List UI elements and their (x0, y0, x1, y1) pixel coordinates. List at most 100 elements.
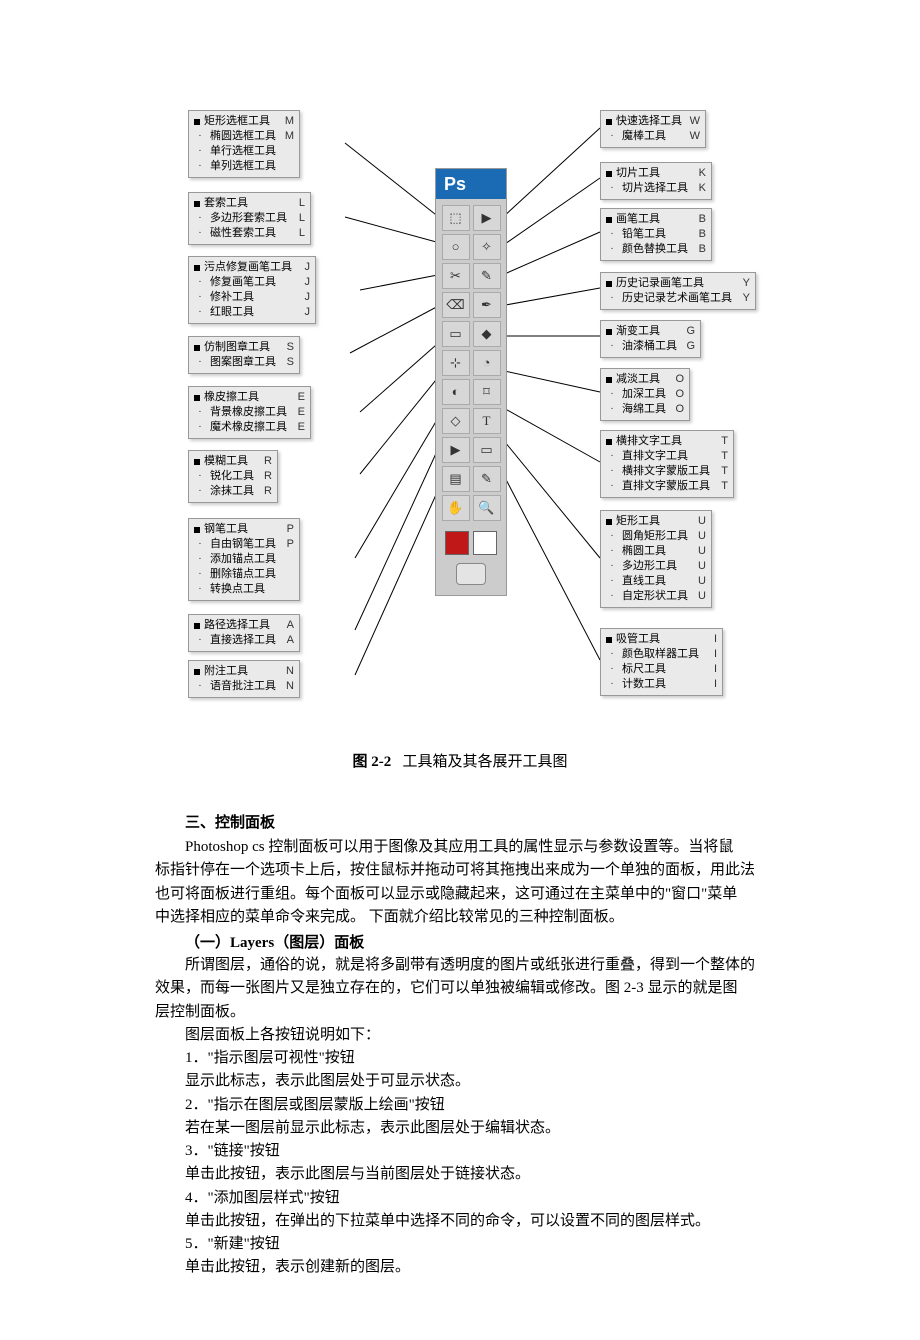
tool-shortcut: T (714, 464, 728, 479)
tool-flyout-item: 快速选择工具W (606, 114, 700, 129)
tool-flyout-item: 附注工具N (194, 664, 294, 679)
tool-icon: · (606, 402, 618, 417)
tool-flyout-item: ·单列选框工具 (194, 159, 294, 174)
tool-label: 铅笔工具 (622, 227, 688, 242)
tool-label: 直排文字蒙版工具 (622, 479, 710, 494)
tool-flyout-item: 橡皮擦工具E (194, 390, 305, 405)
tool-flyout-item: ·颜色取样器工具I (606, 647, 717, 662)
tool-shortcut: J (296, 275, 310, 290)
tool-shortcut: L (291, 196, 305, 211)
ps-tool-grid: ⬚▶○✧✂✎⌫✒▭◆⊹◔◐⌑◇T▶▭▤✎✋🔍 (436, 199, 506, 527)
tool-shortcut: U (692, 514, 706, 529)
tool-flyout-item: ·修补工具J (194, 290, 310, 305)
tool-flyout-item: ·椭圆选框工具M (194, 129, 294, 144)
tool-flyout-item: 切片工具K (606, 166, 706, 181)
tool-shortcut: J (296, 305, 310, 320)
tool-icon: · (194, 159, 206, 174)
tool-flyout-item: 渐变工具G (606, 324, 695, 339)
tool-label: 魔棒工具 (622, 129, 682, 144)
tool-label: 画笔工具 (616, 212, 688, 227)
tool-flyout-item: 历史记录画笔工具Y (606, 276, 750, 291)
tool-label: 椭圆工具 (622, 544, 688, 559)
tool-icon: · (606, 574, 618, 589)
tool-label: 油漆桶工具 (622, 339, 677, 354)
tool-label: 多边形工具 (622, 559, 688, 574)
figure-caption-text: 工具箱及其各展开工具图 (402, 754, 567, 770)
tool-icon: · (606, 529, 618, 544)
tool-label: 切片选择工具 (622, 181, 688, 196)
ps-tool-cell: ✧ (473, 234, 501, 260)
tool-label: 模糊工具 (204, 454, 254, 469)
tool-flyout-item: ·多边形套索工具L (194, 211, 305, 226)
tool-label: 矩形工具 (616, 514, 688, 529)
tool-flyout-item: ·锐化工具R (194, 469, 272, 484)
paragraph: 也可将面板进行重组。每个面板可以显示或隐藏起来，这可通过在主菜单中的"窗口"菜单 (155, 883, 765, 906)
ps-tool-cell: ⌑ (473, 379, 501, 405)
paragraph: 所谓图层，通俗的说，就是将多副带有透明度的图片或纸张进行重叠，得到一个整体的 (155, 954, 765, 977)
subhead-prefix: （一） (185, 935, 230, 951)
bullet-icon (606, 217, 612, 223)
paragraph: Photoshop cs 控制面板可以用于图像及其应用工具的属性显示与参数设置等… (155, 836, 765, 859)
tool-shortcut: A (280, 618, 294, 633)
tool-icon: · (194, 211, 206, 226)
tool-label: 颜色替换工具 (622, 242, 688, 257)
ps-tool-cell: ○ (442, 234, 470, 260)
tool-flyout-item: ·自由钢笔工具P (194, 537, 294, 552)
tool-label: 自定形状工具 (622, 589, 688, 604)
tool-flyout-item: ·直线工具U (606, 574, 706, 589)
tool-label: 海绵工具 (622, 402, 666, 417)
ps-tool-cell: ◆ (473, 321, 501, 347)
tool-label: 吸管工具 (616, 632, 699, 647)
list-item-desc: 单击此按钮，表示此图层与当前图层处于链接状态。 (155, 1163, 765, 1186)
tool-label: 语音批注工具 (210, 679, 276, 694)
tool-shortcut: E (291, 405, 305, 420)
tool-flyout-item: 横排文字工具T (606, 434, 728, 449)
bullet-icon (194, 527, 200, 533)
tool-shortcut: U (692, 574, 706, 589)
tool-shortcut: S (280, 340, 294, 355)
paragraph: 标指针停在一个选项卡上后，按住鼠标并拖动可将其拖拽出来成为一个单独的面板，用此法 (155, 859, 765, 882)
tool-flyout-item: ·直排文字工具T (606, 449, 728, 464)
tool-icon: · (606, 479, 618, 494)
tool-icon: · (194, 679, 206, 694)
tool-icon: · (606, 464, 618, 479)
tool-flyout-item: ·油漆桶工具G (606, 339, 695, 354)
tool-flyout-item: ·自定形状工具U (606, 589, 706, 604)
bullet-icon (606, 519, 612, 525)
tool-label: 涂抹工具 (210, 484, 254, 499)
tool-shortcut: I (703, 647, 717, 662)
paragraph: 效果，而每一张图片又是独立存在的，它们可以单独被编辑或修改。图 2-3 显示的就… (155, 977, 765, 1000)
tool-shortcut: Y (736, 276, 750, 291)
ps-tool-cell: ▤ (442, 466, 470, 492)
tool-label: 单行选框工具 (210, 144, 276, 159)
background-swatch (473, 531, 497, 555)
tool-flyout-panel: 套索工具L·多边形套索工具L·磁性套索工具L (188, 192, 311, 245)
tool-label: 历史记录艺术画笔工具 (622, 291, 732, 306)
tool-flyout-item: 污点修复画笔工具J (194, 260, 310, 275)
tool-flyout-panel: 切片工具K·切片选择工具K (600, 162, 712, 200)
tool-flyout-panel: 画笔工具B·铅笔工具B·颜色替换工具B (600, 208, 712, 261)
tool-shortcut: O (670, 387, 684, 402)
tool-shortcut: S (280, 355, 294, 370)
subhead-suffix: （图层）面板 (274, 935, 364, 951)
tool-icon: · (194, 552, 206, 567)
tool-shortcut: I (703, 662, 717, 677)
tool-label: 图案图章工具 (210, 355, 276, 370)
tool-shortcut: W (686, 114, 700, 129)
ps-tool-cell: ▶ (473, 205, 501, 231)
tool-icon: · (606, 129, 618, 144)
tool-icon: · (606, 544, 618, 559)
tool-icon: · (606, 291, 618, 306)
tool-shortcut: Y (736, 291, 750, 306)
tool-icon: · (194, 582, 206, 597)
tool-shortcut: K (692, 181, 706, 196)
tool-flyout-panel: 吸管工具I·颜色取样器工具I·标尺工具I·计数工具I (600, 628, 723, 696)
tool-flyout-panel: 历史记录画笔工具Y· 历史记录艺术画笔工具 Y (600, 272, 756, 310)
tool-icon: · (194, 469, 206, 484)
bullet-icon (606, 439, 612, 445)
tool-shortcut: J (296, 260, 310, 275)
ps-tool-cell: 🔍 (473, 495, 501, 521)
tool-label: 标尺工具 (622, 662, 699, 677)
tool-label: 修补工具 (210, 290, 292, 305)
tool-label: 仿制图章工具 (204, 340, 276, 355)
